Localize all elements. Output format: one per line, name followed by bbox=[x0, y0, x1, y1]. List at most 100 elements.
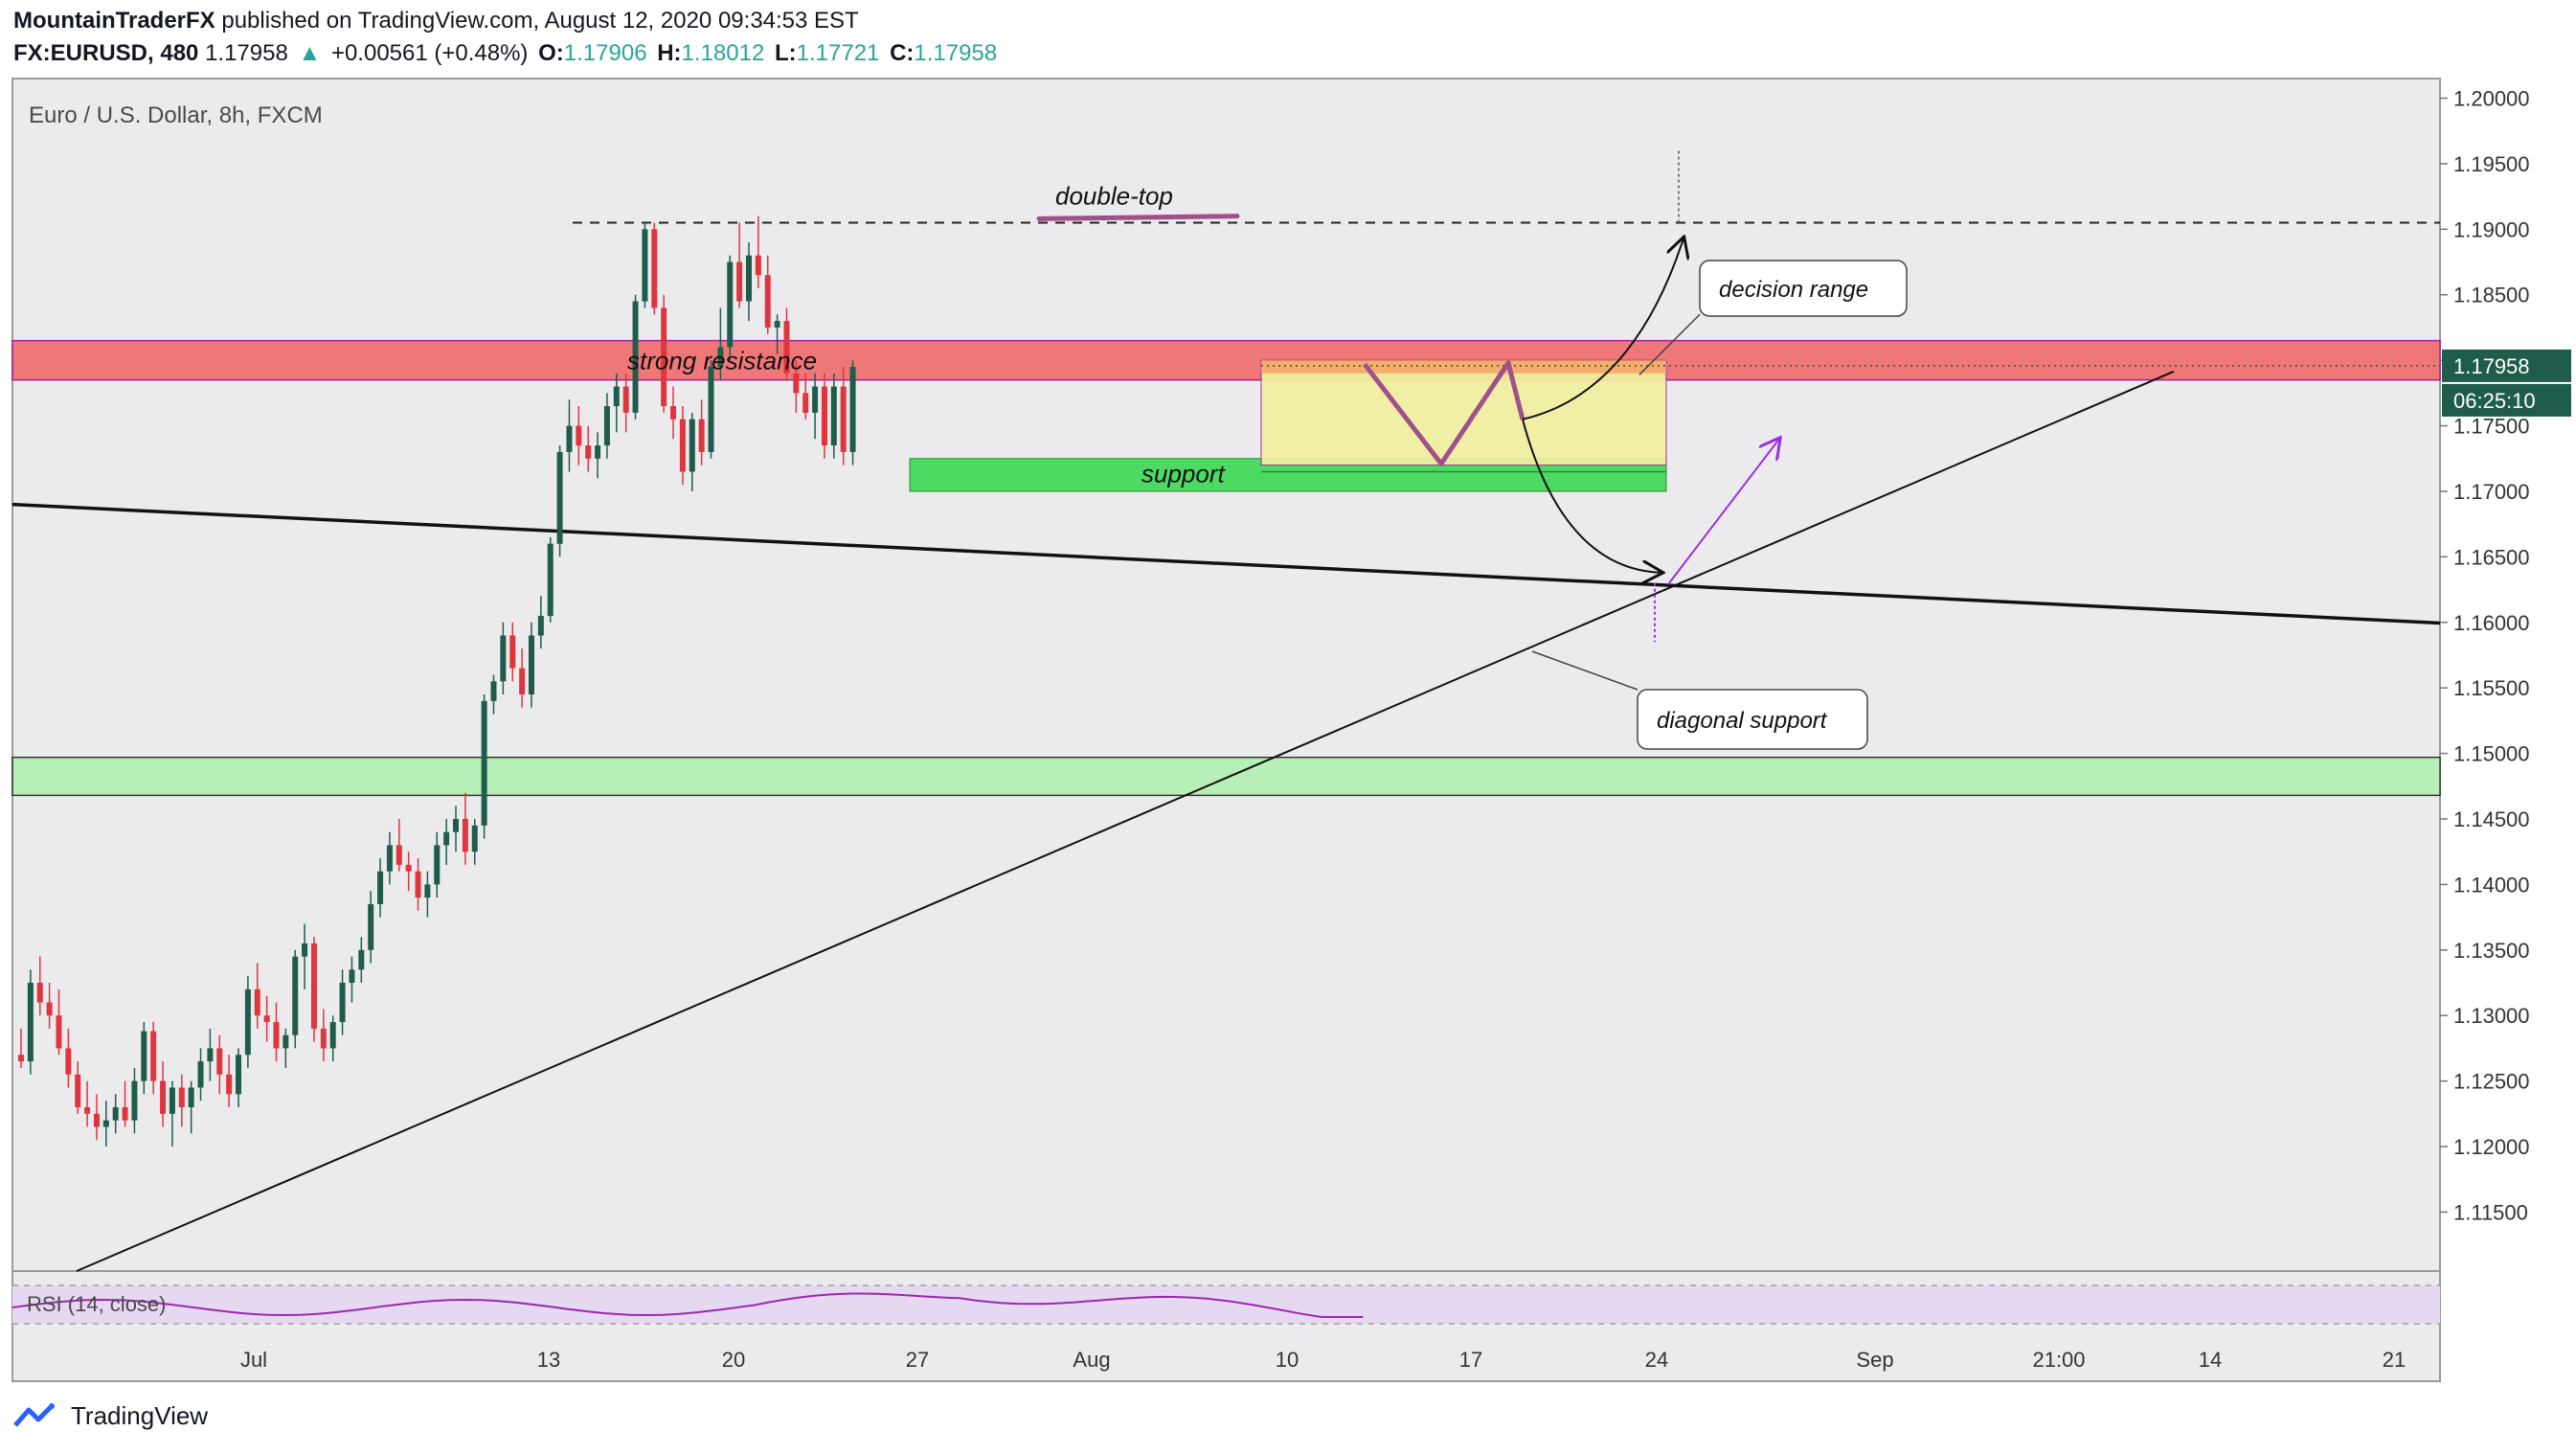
overlay-layer: double-top strong resistance support decisi… bbox=[11, 150, 2440, 1318]
candle-body bbox=[93, 1113, 100, 1127]
candle-body bbox=[802, 393, 809, 413]
y-tick-label: 1.12500 bbox=[2453, 1070, 2530, 1094]
decision-zone bbox=[1260, 359, 1667, 466]
x-tick-label: 17 bbox=[1459, 1348, 1482, 1372]
tradingview-icon bbox=[13, 1402, 55, 1427]
publish-info: MountainTraderFX published on TradingVie… bbox=[13, 8, 859, 34]
y-tick-label: 1.16500 bbox=[2453, 545, 2530, 569]
countdown-tag-text: 06:25:10 bbox=[2453, 389, 2536, 413]
candle-body bbox=[415, 871, 421, 898]
candle-body bbox=[500, 635, 507, 682]
candle-body bbox=[178, 1087, 185, 1107]
x-tick-label: Jul bbox=[240, 1348, 267, 1372]
double-top-label: double-top bbox=[1055, 181, 1173, 210]
decision-zone-top bbox=[1261, 360, 1666, 374]
candle-body bbox=[717, 347, 724, 367]
x-tick-label: Sep bbox=[1856, 1348, 1893, 1372]
candle-body bbox=[679, 419, 686, 472]
candle-body bbox=[36, 983, 43, 1003]
candle-body bbox=[65, 1048, 72, 1075]
candle-body bbox=[840, 386, 847, 452]
candle-body bbox=[150, 1031, 157, 1081]
candle-body bbox=[292, 956, 299, 1035]
purple-up-arrow bbox=[1667, 439, 1779, 585]
diagonal-support-line bbox=[76, 370, 2175, 1272]
candle-body bbox=[727, 261, 734, 348]
decision-callout-box bbox=[1699, 260, 1908, 317]
w-pattern-projection bbox=[1363, 360, 1525, 466]
symbol-label: FX:EURUSD, 480 bbox=[13, 40, 199, 66]
close-value: 1.17958 bbox=[914, 40, 998, 66]
candle-body bbox=[226, 1074, 233, 1095]
candle-body bbox=[708, 366, 714, 452]
candle-body bbox=[595, 445, 601, 459]
double-top-line bbox=[1036, 214, 1240, 221]
candle-body bbox=[141, 1031, 147, 1081]
y-tick-label: 1.18500 bbox=[2453, 284, 2530, 307]
candle-body bbox=[358, 949, 365, 970]
candle-body bbox=[576, 425, 582, 446]
candle-body bbox=[622, 386, 629, 413]
open-label: O: bbox=[538, 40, 564, 66]
bear-arrow bbox=[1522, 419, 1661, 573]
candle-body bbox=[395, 845, 402, 865]
candle-body bbox=[603, 406, 610, 446]
y-tick-label: 1.19000 bbox=[2453, 217, 2530, 241]
candle-body bbox=[793, 373, 800, 394]
descending-trendline bbox=[11, 502, 2441, 625]
author-name[interactable]: MountainTraderFX bbox=[13, 8, 215, 34]
candle-body bbox=[783, 321, 790, 374]
candle-body bbox=[236, 1055, 242, 1095]
candle-body bbox=[112, 1106, 119, 1121]
candles-layer bbox=[18, 216, 856, 1147]
candle-body bbox=[188, 1087, 194, 1107]
candle-body bbox=[122, 1106, 128, 1121]
candle-body bbox=[377, 871, 384, 904]
y-tick-label: 1.16000 bbox=[2453, 611, 2530, 635]
candle-body bbox=[556, 451, 563, 544]
publish-text: published on TradingView.com, August 12,… bbox=[221, 8, 859, 34]
x-axis[interactable]: Jul 13 20 27 Aug 10 17 24 Sep 21:00 14 21 bbox=[240, 1348, 2406, 1372]
y-tick-label: 1.13500 bbox=[2453, 939, 2530, 963]
candle-body bbox=[509, 635, 516, 669]
x-tick-label: Aug bbox=[1073, 1348, 1110, 1372]
high-label: H: bbox=[657, 40, 682, 66]
candle-body bbox=[481, 700, 487, 826]
decision-callout-pointer bbox=[1638, 313, 1701, 375]
low-label: L: bbox=[774, 40, 797, 66]
candle-body bbox=[613, 386, 620, 407]
candle-body bbox=[632, 301, 639, 413]
candle-body bbox=[689, 419, 695, 472]
tradingview-brand: TradingView bbox=[71, 1401, 209, 1430]
decision-label: decision range bbox=[1719, 277, 1868, 303]
diagonal-callout-box bbox=[1637, 689, 1868, 750]
symbol-info: FX:EURUSD, 480 1.17958 ▲ +0.00561 (+0.48… bbox=[13, 40, 1001, 67]
y-tick-label: 1.15500 bbox=[2453, 676, 2530, 700]
x-tick-label: 24 bbox=[1645, 1348, 1668, 1372]
candle-body bbox=[216, 1048, 223, 1075]
open-value: 1.17906 bbox=[563, 40, 647, 66]
countdown-tag-box bbox=[2442, 383, 2571, 417]
diagonal-callout-pointer bbox=[1531, 650, 1638, 691]
tradingview-logo[interactable]: TradingView bbox=[13, 1401, 208, 1431]
y-tick-label: 1.11500 bbox=[2453, 1200, 2528, 1224]
y-tick-label: 1.14500 bbox=[2453, 807, 2530, 831]
y-tick-label: 1.19500 bbox=[2453, 152, 2530, 176]
candle-body bbox=[849, 366, 856, 452]
price-tag-text: 1.17958 bbox=[2453, 354, 2530, 378]
candle-body bbox=[131, 1080, 138, 1121]
candle-body bbox=[812, 386, 819, 413]
y-axis[interactable]: 1.200001.195001.190001.185001.180001.175… bbox=[2440, 87, 2571, 1225]
candle-body bbox=[755, 255, 761, 276]
x-tick-label: 21 bbox=[2383, 1348, 2406, 1372]
candle-body bbox=[764, 275, 771, 328]
lines-layer bbox=[11, 221, 2441, 1272]
close-label: C: bbox=[890, 40, 915, 66]
candle-body bbox=[585, 445, 592, 459]
lower-support-zone bbox=[11, 756, 2441, 797]
diagonal-label: diagonal support bbox=[1657, 708, 1828, 734]
y-tick-label: 1.17500 bbox=[2453, 415, 2530, 439]
candle-body bbox=[405, 864, 412, 872]
rsi-band bbox=[12, 1285, 2440, 1324]
